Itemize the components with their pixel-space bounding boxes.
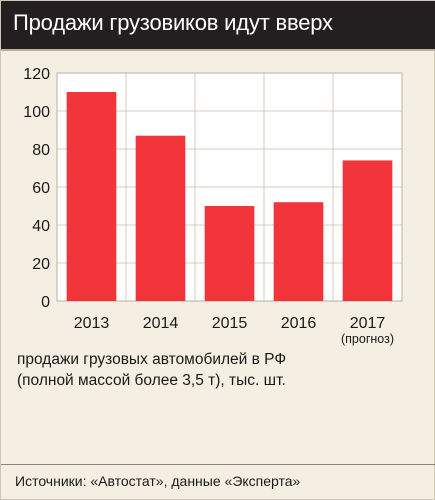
caption-line-2: (полной массой более 3,5 т), тыс. шт. (17, 372, 286, 389)
x-tick-label: 2013 (74, 315, 110, 332)
y-tick-label: 120 (23, 66, 50, 83)
y-tick-label: 80 (32, 142, 50, 159)
bar (204, 206, 255, 301)
y-tick-label: 20 (32, 256, 50, 273)
y-tick-label: 0 (41, 294, 50, 311)
source-note: Источники: «Автостат», данные «Эксперта» (15, 473, 301, 489)
x-tick-note: (прогноз) (341, 332, 394, 346)
bar-chart: 0 20 40 60 80 100 120 2013 2014 2015 2016 2017(прог… (23, 66, 403, 346)
bar (66, 92, 117, 301)
title-divider (1, 49, 435, 51)
bar (135, 135, 186, 301)
x-tick-label: 2014 (143, 315, 179, 332)
bar (342, 160, 393, 301)
footer-divider (1, 464, 435, 465)
chart-title: Продажи грузовиков идут вверх (13, 10, 333, 35)
chart-caption: продажи грузовых автомобилей в РФ (полно… (17, 349, 286, 391)
x-tick-label: 2015 (212, 315, 248, 332)
caption-line-1: продажи грузовых автомобилей в РФ (17, 351, 287, 368)
y-tick-label: 60 (32, 180, 50, 197)
y-tick-label: 100 (23, 104, 50, 121)
title-bar: Продажи грузовиков идут вверх (1, 1, 435, 49)
bar (273, 202, 324, 301)
y-tick-label: 40 (32, 218, 50, 235)
x-tick-label: 2016 (281, 315, 317, 332)
x-tick-label: 2017 (350, 315, 386, 332)
